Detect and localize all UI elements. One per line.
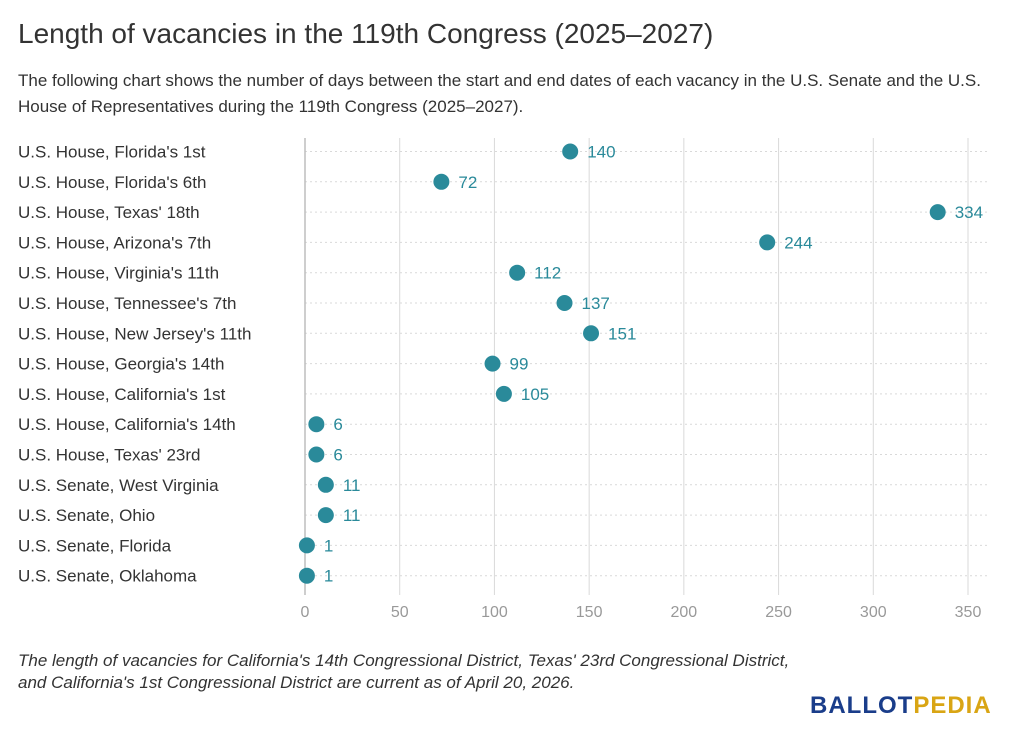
- x-tick-label: 0: [301, 604, 310, 621]
- x-tick-label: 100: [481, 604, 508, 621]
- data-label: 112: [534, 264, 561, 283]
- category-label: U.S. House, Virginia's 11th: [18, 264, 219, 283]
- data-point: [495, 385, 512, 402]
- data-label: 1: [324, 536, 333, 555]
- data-point: [308, 416, 325, 433]
- category-label: U.S. House, Texas' 23rd: [18, 446, 200, 465]
- data-point: [583, 325, 600, 342]
- x-tick-label: 350: [955, 604, 982, 621]
- category-label: U.S. House, California's 1st: [18, 385, 226, 404]
- category-label: U.S. House, Florida's 6th: [18, 173, 206, 192]
- data-point: [298, 567, 315, 584]
- data-label: 151: [608, 324, 636, 343]
- x-tick-label: 300: [860, 604, 887, 621]
- data-point: [509, 264, 526, 281]
- data-label: 244: [784, 233, 812, 252]
- category-label: U.S. House, California's 14th: [18, 415, 236, 434]
- data-label: 1: [324, 567, 333, 586]
- data-label: 105: [521, 385, 549, 404]
- footnote: The length of vacancies for California's…: [18, 651, 790, 692]
- data-label: 99: [510, 355, 529, 374]
- logo-part-pedia: PEDIA: [913, 692, 992, 719]
- category-label: U.S. Senate, Florida: [18, 536, 172, 555]
- x-axis-ticks: 0 50 100 150 200 250 300 350: [301, 604, 982, 621]
- data-label: 140: [587, 143, 615, 162]
- data-points: [298, 143, 946, 584]
- data-label: 6: [333, 446, 342, 465]
- data-point: [556, 295, 573, 311]
- data-label: 6: [333, 415, 342, 434]
- data-point: [759, 234, 776, 251]
- data-point: [298, 537, 315, 554]
- data-point: [317, 507, 334, 524]
- data-point: [929, 204, 946, 221]
- data-label: 72: [458, 173, 477, 192]
- chart-subtitle: The following chart shows the number of …: [18, 71, 981, 116]
- data-point: [317, 476, 334, 493]
- dot-plot: U.S. House, Florida's 1st U.S. House, Flo…: [18, 138, 990, 621]
- category-label: U.S. House, Texas' 18th: [18, 203, 200, 222]
- chart-title: Length of vacancies in the 119th Congres…: [18, 18, 714, 49]
- data-label: 334: [955, 203, 983, 222]
- logo-part-ballot: BALLOT: [810, 692, 914, 719]
- category-label: U.S. Senate, Oklahoma: [18, 567, 197, 586]
- data-label: 11: [343, 476, 361, 495]
- data-point: [562, 143, 579, 160]
- category-label: U.S. House, Florida's 1st: [18, 143, 206, 162]
- x-tick-label: 250: [765, 604, 792, 621]
- x-tick-label: 50: [391, 604, 409, 621]
- data-point: [484, 355, 501, 372]
- category-labels: U.S. House, Florida's 1st U.S. House, Flo…: [18, 143, 251, 586]
- category-label: U.S. Senate, Ohio: [18, 506, 155, 525]
- category-label: U.S. House, Tennessee's 7th: [18, 294, 236, 313]
- ballotpedia-logo: BALLOTPEDIA: [810, 692, 992, 720]
- grid-lines: [304, 138, 990, 595]
- data-point: [308, 446, 325, 463]
- data-label: 137: [582, 294, 610, 313]
- data-label: 11: [343, 506, 361, 525]
- category-label: U.S. Senate, West Virginia: [18, 476, 219, 495]
- category-label: U.S. House, New Jersey's 11th: [18, 324, 251, 343]
- x-tick-label: 200: [671, 604, 698, 621]
- data-point: [433, 173, 450, 190]
- category-label: U.S. House, Georgia's 14th: [18, 355, 224, 374]
- x-tick-label: 150: [576, 604, 603, 621]
- category-label: U.S. House, Arizona's 7th: [18, 233, 211, 252]
